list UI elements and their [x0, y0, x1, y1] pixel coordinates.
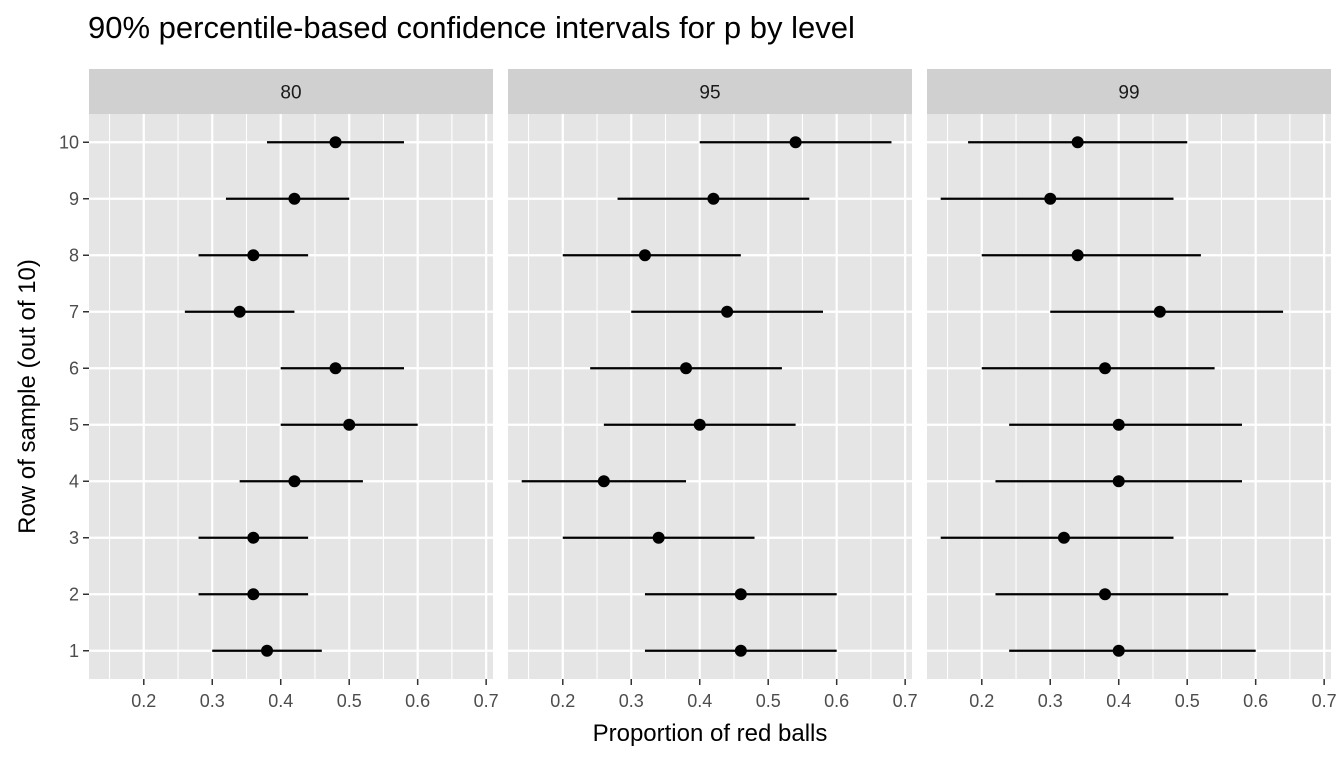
- x-tick-label: 0.6: [405, 691, 430, 711]
- point-estimate: [247, 531, 260, 544]
- x-tick-label: 0.4: [268, 691, 293, 711]
- point-estimate: [247, 249, 260, 262]
- point-estimate: [1044, 192, 1057, 205]
- point-estimate: [288, 192, 301, 205]
- y-tick-label: 4: [69, 471, 79, 491]
- point-estimate: [693, 418, 706, 431]
- x-tick-label: 0.5: [756, 691, 781, 711]
- y-tick-label: 9: [69, 189, 79, 209]
- point-estimate: [707, 192, 720, 205]
- point-estimate: [721, 305, 734, 318]
- chart-title: 90% percentile-based confidence interval…: [88, 10, 855, 45]
- x-tick-label: 0.7: [893, 691, 918, 711]
- panel-background: [89, 114, 493, 679]
- point-estimate: [343, 418, 356, 431]
- point-estimate: [329, 362, 342, 375]
- facet-strip: [89, 69, 493, 114]
- point-estimate: [680, 362, 693, 375]
- point-estimate: [1071, 249, 1084, 262]
- point-estimate: [288, 475, 301, 488]
- facet-strip: [508, 69, 912, 114]
- point-estimate: [233, 305, 246, 318]
- point-estimate: [789, 136, 802, 149]
- point-estimate: [1099, 588, 1112, 601]
- point-estimate: [1099, 362, 1112, 375]
- y-tick-label: 5: [69, 415, 79, 435]
- point-estimate: [1057, 531, 1070, 544]
- x-tick-label: 0.6: [824, 691, 849, 711]
- x-tick-label: 0.2: [969, 691, 994, 711]
- y-tick-label: 3: [69, 528, 79, 548]
- point-estimate: [638, 249, 651, 262]
- point-estimate: [329, 136, 342, 149]
- facet-strip-label: 95: [699, 83, 720, 104]
- y-tick-label: 1: [69, 641, 79, 661]
- x-tick-label: 0.5: [1175, 691, 1200, 711]
- point-estimate: [597, 475, 610, 488]
- facet-strip-label: 99: [1118, 83, 1139, 104]
- point-estimate: [261, 644, 274, 657]
- y-tick-label: 7: [69, 302, 79, 322]
- facet-strip: [927, 69, 1331, 114]
- panel-background: [927, 114, 1331, 679]
- point-estimate: [734, 588, 747, 601]
- x-tick-label: 0.4: [687, 691, 712, 711]
- x-tick-label: 0.2: [131, 691, 156, 711]
- y-tick-label: 8: [69, 245, 79, 265]
- point-estimate: [1112, 418, 1125, 431]
- point-estimate: [247, 588, 260, 601]
- x-tick-label: 0.4: [1106, 691, 1131, 711]
- y-axis-title: Row of sample (out of 10): [14, 259, 41, 534]
- x-tick-label: 0.3: [1038, 691, 1063, 711]
- x-tick-label: 0.3: [619, 691, 644, 711]
- panel-background: [508, 114, 912, 679]
- point-estimate: [1112, 475, 1125, 488]
- x-tick-label: 0.5: [337, 691, 362, 711]
- x-tick-label: 0.7: [474, 691, 499, 711]
- point-estimate: [734, 644, 747, 657]
- point-estimate: [1071, 136, 1084, 149]
- x-tick-label: 0.3: [200, 691, 225, 711]
- point-estimate: [1112, 644, 1125, 657]
- y-tick-label: 10: [59, 132, 79, 152]
- point-estimate: [652, 531, 665, 544]
- x-tick-label: 0.2: [550, 691, 575, 711]
- x-tick-label: 0.6: [1243, 691, 1268, 711]
- point-estimate: [1153, 305, 1166, 318]
- x-tick-label: 0.7: [1312, 691, 1337, 711]
- y-tick-label: 6: [69, 358, 79, 378]
- facet-strip-label: 80: [280, 83, 301, 104]
- y-tick-label: 2: [69, 584, 79, 604]
- x-axis-title: Proportion of red balls: [593, 720, 828, 747]
